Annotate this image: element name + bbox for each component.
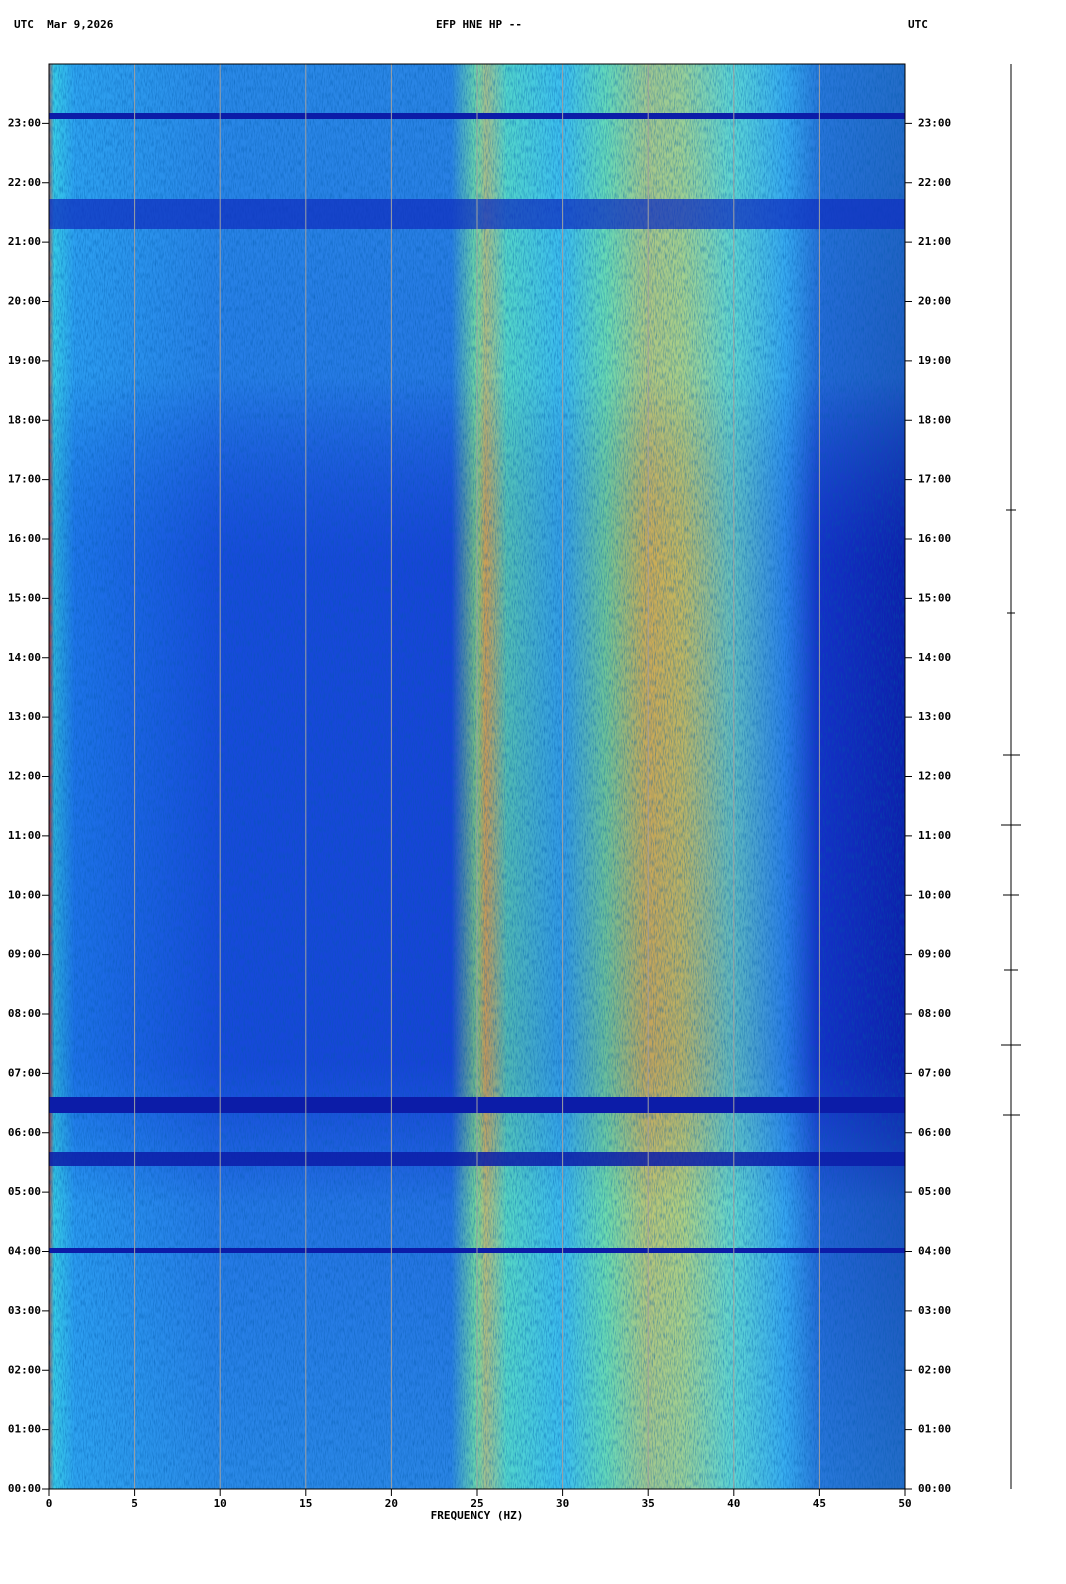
y-tick-label-right: 19:00 bbox=[918, 354, 951, 367]
y-tick-label-right: 23:00 bbox=[918, 116, 951, 129]
chart-title: EFP HNE HP -- bbox=[436, 18, 522, 31]
y-tick-label: 00:00 bbox=[8, 1482, 41, 1495]
y-tick-label-right: 12:00 bbox=[918, 770, 951, 783]
y-tick-label: 19:00 bbox=[8, 354, 41, 367]
y-tick-label-right: 05:00 bbox=[918, 1185, 951, 1198]
x-tick-label: 35 bbox=[642, 1497, 655, 1510]
y-tick-label: 06:00 bbox=[8, 1126, 41, 1139]
left-header: UTC Mar 9,2026 bbox=[14, 18, 114, 31]
y-tick-label-right: 13:00 bbox=[918, 710, 951, 723]
y-tick-label-right: 01:00 bbox=[918, 1423, 951, 1436]
right-header: UTC bbox=[908, 18, 928, 31]
x-tick-label: 10 bbox=[214, 1497, 227, 1510]
y-tick-label-right: 16:00 bbox=[918, 532, 951, 545]
x-tick-label: 45 bbox=[813, 1497, 826, 1510]
y-tick-label-right: 02:00 bbox=[918, 1363, 951, 1376]
y-tick-label: 13:00 bbox=[8, 710, 41, 723]
y-tick-label: 04:00 bbox=[8, 1245, 41, 1258]
y-tick-label: 09:00 bbox=[8, 948, 41, 961]
y-tick-label: 17:00 bbox=[8, 473, 41, 486]
y-tick-label-right: 20:00 bbox=[918, 295, 951, 308]
y-tick-label: 20:00 bbox=[8, 295, 41, 308]
y-tick-label-right: 07:00 bbox=[918, 1066, 951, 1079]
plot-frame bbox=[48, 63, 906, 1490]
y-tick-label-right: 10:00 bbox=[918, 888, 951, 901]
x-tick-label: 5 bbox=[131, 1497, 138, 1510]
x-tick-label: 30 bbox=[556, 1497, 569, 1510]
y-tick-label: 01:00 bbox=[8, 1423, 41, 1436]
y-tick-label: 08:00 bbox=[8, 1007, 41, 1020]
y-tick-label: 02:00 bbox=[8, 1363, 41, 1376]
y-tick-label-right: 00:00 bbox=[918, 1482, 951, 1495]
x-tick-label: 0 bbox=[46, 1497, 53, 1510]
y-tick-label: 16:00 bbox=[8, 532, 41, 545]
y-tick-label: 11:00 bbox=[8, 829, 41, 842]
x-tick-label: 25 bbox=[470, 1497, 483, 1510]
x-tick-label: 50 bbox=[898, 1497, 911, 1510]
y-tick-label: 22:00 bbox=[8, 176, 41, 189]
y-tick-label-right: 09:00 bbox=[918, 948, 951, 961]
y-tick-label-right: 03:00 bbox=[918, 1304, 951, 1317]
y-tick-label-right: 17:00 bbox=[918, 473, 951, 486]
y-tick-label: 05:00 bbox=[8, 1185, 41, 1198]
y-tick-label-right: 06:00 bbox=[918, 1126, 951, 1139]
y-tick-label-right: 14:00 bbox=[918, 651, 951, 664]
y-tick-label-right: 08:00 bbox=[918, 1007, 951, 1020]
y-tick-label-right: 18:00 bbox=[918, 413, 951, 426]
y-tick-label: 18:00 bbox=[8, 413, 41, 426]
y-tick-label-right: 22:00 bbox=[918, 176, 951, 189]
y-tick-label: 03:00 bbox=[8, 1304, 41, 1317]
y-tick-label: 15:00 bbox=[8, 591, 41, 604]
x-axis-label: FREQUENCY (HZ) bbox=[431, 1509, 524, 1522]
x-tick-label: 15 bbox=[299, 1497, 312, 1510]
y-tick-label: 21:00 bbox=[8, 235, 41, 248]
x-tick-label: 40 bbox=[727, 1497, 740, 1510]
y-tick-label-right: 11:00 bbox=[918, 829, 951, 842]
y-tick-label: 07:00 bbox=[8, 1066, 41, 1079]
y-tick-label: 23:00 bbox=[8, 116, 41, 129]
y-tick-label-right: 15:00 bbox=[918, 591, 951, 604]
y-tick-label-right: 04:00 bbox=[918, 1245, 951, 1258]
seismogram-trace bbox=[1001, 64, 1021, 1489]
y-tick-label: 12:00 bbox=[8, 770, 41, 783]
y-tick-label: 10:00 bbox=[8, 888, 41, 901]
x-tick-label: 20 bbox=[385, 1497, 398, 1510]
y-tick-label-right: 21:00 bbox=[918, 235, 951, 248]
y-tick-label: 14:00 bbox=[8, 651, 41, 664]
